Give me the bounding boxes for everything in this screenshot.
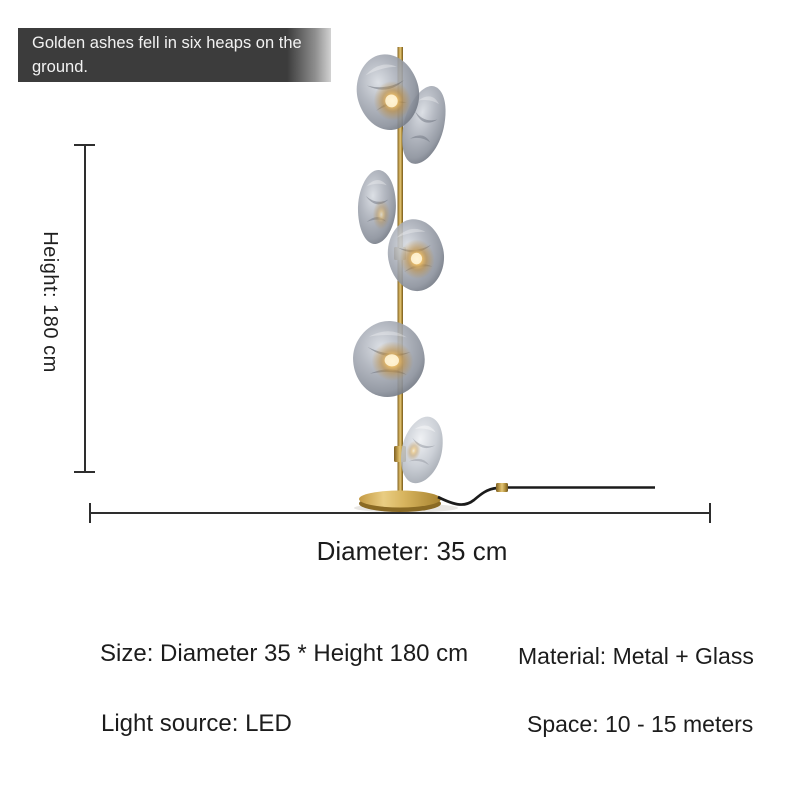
caption-text: Golden ashes fell in six heaps on the gr… <box>32 33 302 77</box>
power-cord <box>437 486 498 506</box>
diameter-dimension-line <box>90 512 710 514</box>
glass-shade-1 <box>349 48 427 136</box>
height-dimension-cap-bottom <box>74 471 95 473</box>
diameter-dimension-cap-right <box>709 503 711 523</box>
height-dimension-label: Height: 180 cm <box>39 231 61 373</box>
glass-shade-6 <box>394 412 450 488</box>
lamp-base <box>359 490 441 508</box>
glass-shade-5 <box>350 318 428 400</box>
cord-connector <box>496 483 508 492</box>
diameter-dimension-cap-left <box>89 503 91 523</box>
height-dimension-cap-top <box>74 144 95 146</box>
glass-shade-3 <box>356 169 398 246</box>
spec-material: Material: Metal + Glass <box>518 643 754 669</box>
spec-space: Space: 10 - 15 meters <box>527 711 754 737</box>
spec-light-source: Light source: LED <box>101 710 292 737</box>
diameter-dimension-label: Diameter: 35 cm <box>316 536 508 566</box>
height-dimension-line <box>84 145 86 473</box>
glass-shade-4 <box>383 215 449 295</box>
spec-size: Size: Diameter 35 * Height 180 cm <box>100 640 469 667</box>
caption-box: Golden ashes fell in six heaps on the gr… <box>18 28 331 82</box>
